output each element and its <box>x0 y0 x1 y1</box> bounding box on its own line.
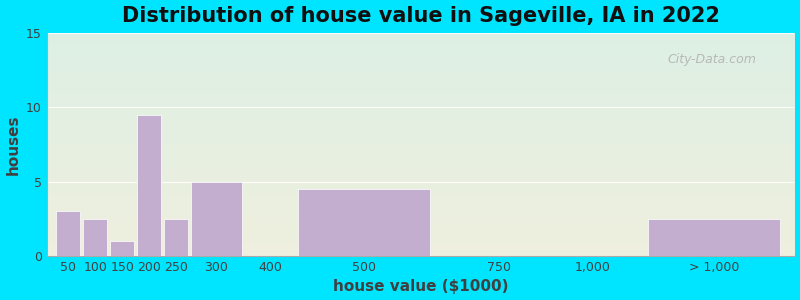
Bar <box>298 189 430 256</box>
Title: Distribution of house value in Sageville, IA in 2022: Distribution of house value in Sageville… <box>122 6 719 26</box>
Bar <box>190 182 242 256</box>
Bar <box>110 241 134 256</box>
Bar <box>137 115 161 256</box>
Text: City-Data.com: City-Data.com <box>667 53 756 66</box>
Bar <box>164 219 188 256</box>
Y-axis label: houses: houses <box>6 114 21 175</box>
Bar <box>648 219 780 256</box>
X-axis label: house value ($1000): house value ($1000) <box>333 279 508 294</box>
Bar <box>83 219 107 256</box>
Bar <box>56 212 81 256</box>
